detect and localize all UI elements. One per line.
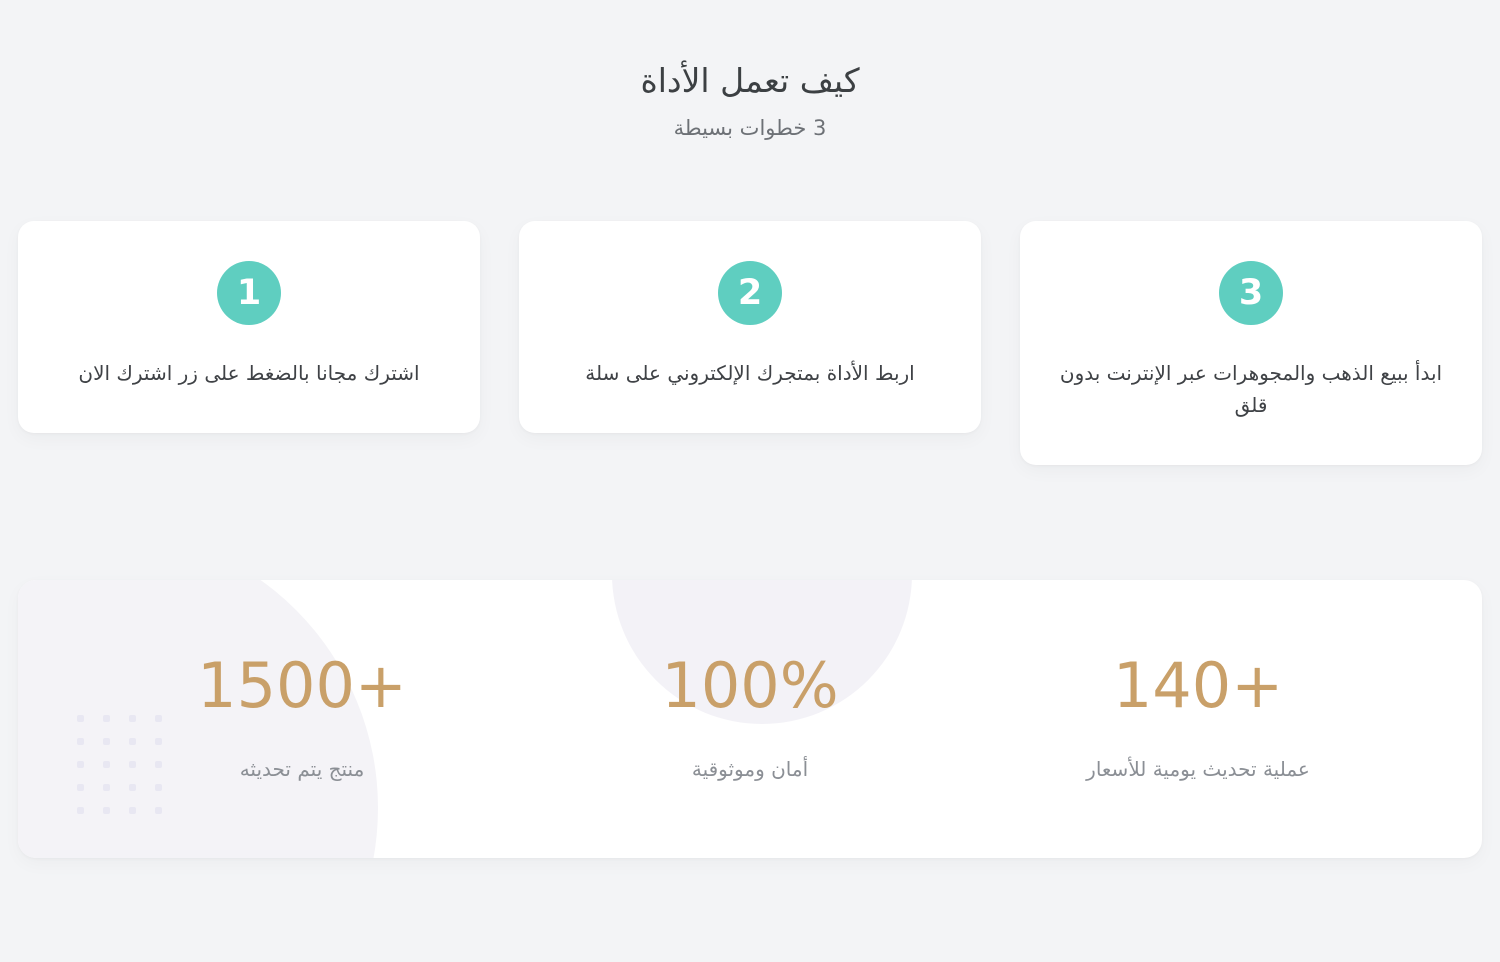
step-number-badge: 3 (1219, 261, 1283, 325)
stat-label: أمان وموثوقية (691, 757, 809, 781)
step-number-badge: 2 (718, 261, 782, 325)
step-description: ابدأ ببيع الذهب والمجوهرات عبر الإنترنت … (1059, 361, 1443, 417)
stat-item-daily-price-updates: 140+ عملية تحديث يومية للأسعار (974, 655, 1422, 783)
page-title: كيف تعمل الأداة (640, 61, 860, 100)
stats-row: 140+ عملية تحديث يومية للأسعار 100% أمان… (18, 580, 1482, 858)
step-description: اربط الأداة بمتجرك الإلكتروني على سلة (585, 361, 915, 385)
stat-item-products-updated: 1500+ منتج يتم تحديثه (78, 655, 526, 783)
step-card-2[interactable]: 2 اربط الأداة بمتجرك الإلكتروني على سلة (519, 221, 981, 433)
step-description: اشترك مجانا بالضغط على زر اشترك الان (78, 361, 420, 385)
stat-label: عملية تحديث يومية للأسعار (1086, 757, 1310, 781)
stat-value: 100% (661, 649, 839, 722)
page-subtitle: 3 خطوات بسيطة (673, 116, 827, 141)
stat-label: منتج يتم تحديثه (239, 757, 365, 781)
step-number-badge: 1 (217, 261, 281, 325)
stat-value: 1500+ (197, 649, 407, 722)
stat-value: 140+ (1112, 649, 1284, 722)
section-header: كيف تعمل الأداة 3 خطوات بسيطة (0, 60, 1500, 143)
step-card-3[interactable]: 3 ابدأ ببيع الذهب والمجوهرات عبر الإنترن… (1020, 221, 1482, 465)
stat-item-security: 100% أمان وموثوقية (526, 655, 974, 783)
step-card-1[interactable]: 1 اشترك مجانا بالضغط على زر اشترك الان (18, 221, 480, 433)
stats-panel: 140+ عملية تحديث يومية للأسعار 100% أمان… (18, 580, 1482, 858)
steps-row: 3 ابدأ ببيع الذهب والمجوهرات عبر الإنترن… (18, 221, 1482, 465)
